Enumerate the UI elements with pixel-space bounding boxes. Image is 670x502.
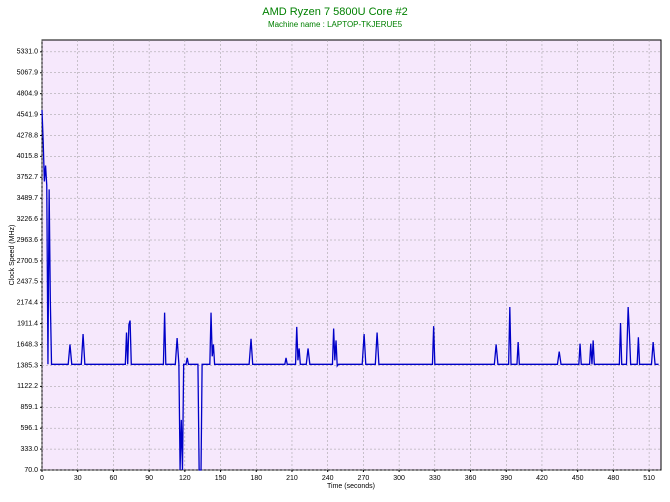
y-tick-label: 1385.3 <box>17 362 39 369</box>
x-tick-label: 60 <box>110 475 118 482</box>
y-tick-label: 3226.6 <box>17 216 39 223</box>
x-tick-label: 510 <box>643 475 655 482</box>
x-tick-label: 210 <box>286 475 298 482</box>
y-tick-label: 2963.6 <box>17 237 39 244</box>
x-tick-label: 450 <box>572 475 584 482</box>
y-tick-label: 5067.9 <box>17 70 39 77</box>
y-axis-title: Clock Speed (MHz) <box>9 225 16 286</box>
x-tick-label: 420 <box>536 475 548 482</box>
y-tick-label: 1122.2 <box>17 383 38 390</box>
y-tick-label: 4804.9 <box>17 91 39 98</box>
y-tick-label: 1911.4 <box>17 320 38 327</box>
y-tick-label: 5331.0 <box>17 49 39 56</box>
y-tick-label: 2700.5 <box>17 258 39 265</box>
x-tick-label: 390 <box>500 475 512 482</box>
plot-background <box>41 39 662 471</box>
y-tick-label: 1648.3 <box>17 341 39 348</box>
x-tick-label: 330 <box>429 475 441 482</box>
x-tick-label: 300 <box>393 475 405 482</box>
chart-title: AMD Ryzen 7 5800U Core #2 <box>262 6 408 18</box>
x-tick-label: 270 <box>358 475 370 482</box>
x-tick-label: 0 <box>40 475 44 482</box>
x-tick-label: 30 <box>74 475 82 482</box>
x-tick-label: 480 <box>608 475 620 482</box>
y-tick-label: 70.0 <box>24 467 38 474</box>
y-tick-label: 4541.9 <box>17 111 39 118</box>
x-tick-label: 240 <box>322 475 334 482</box>
x-tick-label: 180 <box>250 475 262 482</box>
y-tick-label: 4015.8 <box>17 153 39 160</box>
y-tick-label: 2174.4 <box>17 300 39 307</box>
y-tick-label: 333.0 <box>20 446 38 453</box>
y-tick-label: 3489.7 <box>17 195 39 202</box>
x-tick-label: 360 <box>465 475 477 482</box>
data-line <box>41 109 659 471</box>
y-tick-label: 4278.8 <box>17 132 39 139</box>
y-tick-label: 596.1 <box>20 425 38 432</box>
x-tick-label: 150 <box>215 475 227 482</box>
chart-subtitle: Machine name : LAPTOP-TKJERUE5 <box>268 20 403 29</box>
y-tick-label: 3752.7 <box>17 174 39 181</box>
y-tick-label: 2437.5 <box>17 279 39 286</box>
x-tick-label: 90 <box>145 475 153 482</box>
x-axis-title: Time (seconds) <box>327 483 375 490</box>
y-tick-label: 859.1 <box>20 404 38 411</box>
x-tick-label: 120 <box>179 475 191 482</box>
